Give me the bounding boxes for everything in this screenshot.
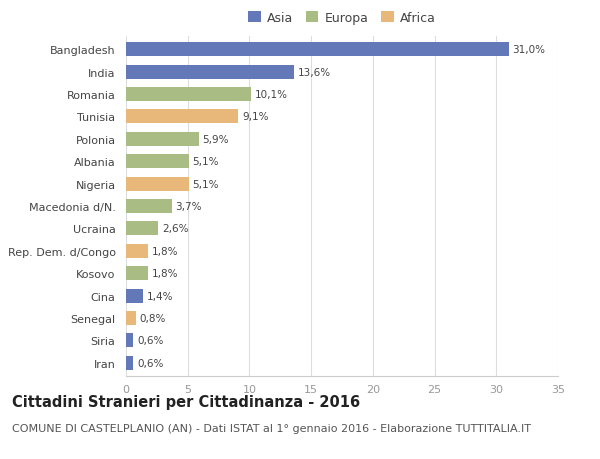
Text: 0,8%: 0,8% [140, 313, 166, 323]
Bar [126, 110, 238, 124]
Text: 10,1%: 10,1% [254, 90, 287, 100]
Text: 1,8%: 1,8% [152, 269, 178, 279]
Bar [126, 155, 189, 169]
Bar [126, 222, 158, 236]
Bar [126, 311, 136, 325]
Bar [126, 66, 294, 79]
Text: Cittadini Stranieri per Cittadinanza - 2016: Cittadini Stranieri per Cittadinanza - 2… [12, 394, 360, 409]
Bar [126, 289, 143, 303]
Text: COMUNE DI CASTELPLANIO (AN) - Dati ISTAT al 1° gennaio 2016 - Elaborazione TUTTI: COMUNE DI CASTELPLANIO (AN) - Dati ISTAT… [12, 424, 531, 433]
Bar [126, 43, 509, 57]
Text: 5,1%: 5,1% [193, 179, 219, 189]
Bar [126, 133, 199, 146]
Text: 3,7%: 3,7% [175, 202, 202, 212]
Bar [126, 334, 133, 347]
Bar [126, 200, 172, 213]
Text: 5,9%: 5,9% [203, 134, 229, 145]
Bar [126, 88, 251, 102]
Bar [126, 244, 148, 258]
Legend: Asia, Europa, Africa: Asia, Europa, Africa [246, 9, 438, 27]
Text: 0,6%: 0,6% [137, 358, 163, 368]
Text: 13,6%: 13,6% [298, 67, 331, 78]
Text: 1,4%: 1,4% [147, 291, 173, 301]
Text: 31,0%: 31,0% [512, 45, 545, 55]
Bar [126, 177, 189, 191]
Text: 1,8%: 1,8% [152, 246, 178, 256]
Text: 9,1%: 9,1% [242, 112, 269, 122]
Text: 2,6%: 2,6% [162, 224, 188, 234]
Bar [126, 267, 148, 280]
Bar [126, 356, 133, 370]
Text: 5,1%: 5,1% [193, 157, 219, 167]
Text: 0,6%: 0,6% [137, 336, 163, 346]
